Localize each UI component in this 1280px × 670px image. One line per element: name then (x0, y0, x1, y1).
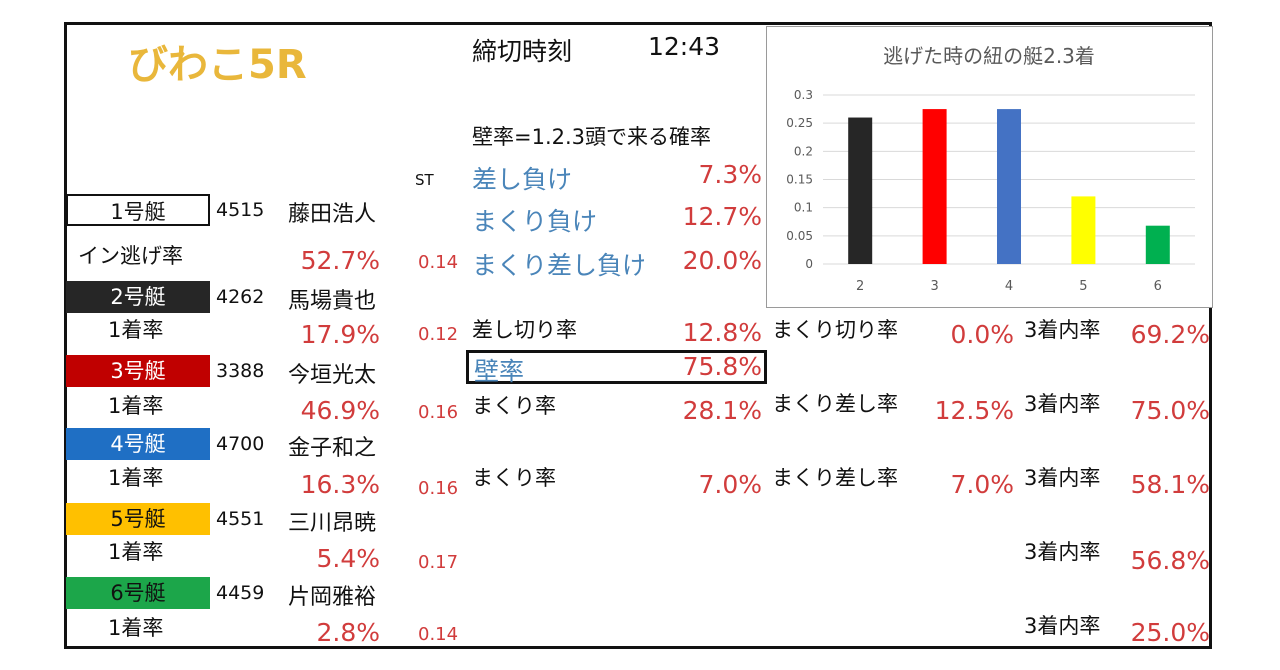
y-tick-label: 0.2 (794, 144, 813, 158)
racer-reg-number: 3388 (216, 360, 265, 382)
makuri-kiri-rate-label: まくり切り率 (772, 318, 898, 342)
y-tick-label: 0.15 (786, 173, 813, 187)
win-rate-value: 2.8% (316, 618, 380, 647)
racer-reg-number: 4262 (216, 286, 265, 308)
makuri-sashi-rate-value: 12.5% (934, 396, 1014, 425)
race-title: びわこ5R (128, 42, 307, 88)
top3-rate-label: 3着内率 (1024, 466, 1101, 490)
boat-4-label: 4号艇 (66, 428, 210, 460)
racer-name: 藤田浩人 (288, 202, 377, 227)
win-rate-label: 1着率 (108, 616, 164, 640)
wall-row-label: 差し負け (472, 165, 573, 194)
wall-row-value: 12.7% (682, 202, 762, 231)
chart-title: 逃げた時の紐の艇2.3着 (883, 44, 1095, 68)
x-tick-label: 2 (856, 279, 864, 294)
x-tick-label: 5 (1079, 279, 1087, 294)
racer-name: 今垣光太 (288, 363, 377, 388)
wall-rate-label: 壁率 (474, 357, 525, 386)
racer-reg-number: 4515 (216, 199, 265, 221)
makuri-sashi-rate-value: 7.0% (950, 470, 1014, 499)
top3-rate-label: 3着内率 (1024, 614, 1101, 638)
wall-row-value: 20.0% (682, 246, 762, 275)
top3-rate-value: 25.0% (1130, 618, 1210, 647)
bar-boat-6 (1145, 225, 1170, 264)
start-timing: 0.17 (418, 552, 459, 573)
bar-chart: 逃げた時の紐の艇2.3着 0 0.05 0.1 0.15 0.2 0.25 0.3 2 3 4 5 6 (786, 44, 1195, 294)
win-rate-label: 1着率 (108, 466, 164, 490)
y-tick-label: 0.25 (786, 116, 813, 130)
top3-rate-label: 3着内率 (1024, 392, 1101, 416)
bar-boat-3 (922, 109, 947, 264)
deadline-label: 締切時刻 (472, 37, 573, 66)
racer-name: 三川昂暁 (288, 511, 377, 536)
top3-rate-value: 69.2% (1130, 320, 1210, 349)
makuri-sashi-rate-label: まくり差し率 (772, 392, 898, 416)
deadline-time: 12:43 (648, 32, 721, 61)
x-tick-label: 4 (1005, 279, 1013, 294)
win-rate-label: 1着率 (108, 394, 164, 418)
bar-boat-2 (848, 117, 873, 265)
top3-rate-value: 58.1% (1130, 470, 1210, 499)
y-tick-label: 0 (805, 257, 813, 271)
racer-reg-number: 4551 (216, 508, 265, 530)
wall-heading: 壁率=1.2.3頭で来る確率 (472, 125, 712, 149)
top3-rate-label: 3着内率 (1024, 318, 1101, 342)
y-tick-label: 0.3 (794, 88, 813, 102)
st-header: ST (415, 171, 434, 189)
wall-rate-box (466, 350, 767, 384)
racer-name: 金子和之 (288, 436, 377, 461)
x-tick-label: 3 (930, 279, 938, 294)
boat-3-label: 3号艇 (66, 355, 210, 387)
boat-5-label: 5号艇 (66, 503, 210, 535)
win-rate-value: 5.4% (316, 544, 380, 573)
racer-reg-number: 4459 (216, 582, 265, 604)
racer-reg-number: 4700 (216, 433, 265, 455)
y-tick-label: 0.05 (786, 229, 813, 243)
win-rate-value: 16.3% (300, 470, 380, 499)
boat-1-label: 1号艇 (66, 194, 210, 226)
in-escape-rate-label: イン逃げ率 (78, 244, 183, 268)
win-rate-label: 1着率 (108, 540, 164, 564)
start-timing: 0.14 (418, 252, 459, 273)
x-tick-label: 6 (1154, 279, 1162, 294)
wall-row-value: 7.3% (698, 160, 762, 189)
top3-rate-value: 56.8% (1130, 546, 1210, 575)
bar-chart-panel: 逃げた時の紐の艇2.3着 0 0.05 0.1 0.15 0.2 0.25 0.3 2 3 4 5 6 (766, 26, 1213, 308)
start-timing: 0.16 (418, 402, 459, 423)
win-rate-label: 1着率 (108, 318, 164, 342)
makuri-sashi-rate-label: まくり差し率 (772, 466, 898, 490)
bar-boat-4 (997, 109, 1021, 264)
top3-rate-label: 3着内率 (1024, 540, 1101, 564)
makuri-rate-label: まくり率 (472, 394, 556, 418)
sashi-kiri-rate-label: 差し切り率 (472, 318, 577, 342)
start-timing: 0.12 (418, 324, 459, 345)
start-timing: 0.16 (418, 478, 459, 499)
makuri-rate-value: 7.0% (698, 470, 762, 499)
makuri-rate-label: まくり率 (472, 466, 556, 490)
boat-6-label: 6号艇 (66, 577, 210, 609)
sashi-kiri-rate-value: 12.8% (682, 318, 762, 347)
makuri-rate-value: 28.1% (682, 396, 762, 425)
wall-row-label: まくり負け (472, 207, 598, 236)
top3-rate-value: 75.0% (1130, 396, 1210, 425)
in-escape-rate-value: 52.7% (300, 246, 380, 275)
racer-name: 片岡雅裕 (288, 585, 377, 610)
y-tick-label: 0.1 (794, 201, 813, 215)
makuri-kiri-rate-value: 0.0% (950, 320, 1014, 349)
bar-boat-5 (1071, 196, 1096, 264)
win-rate-value: 17.9% (300, 320, 380, 349)
boat-2-label: 2号艇 (66, 281, 210, 313)
wall-row-label: まくり差し負け (472, 251, 644, 280)
wall-rate-value: 75.8% (682, 352, 762, 381)
racer-name: 馬場貴也 (288, 289, 377, 314)
board-frame (64, 22, 1212, 649)
win-rate-value: 46.9% (300, 396, 380, 425)
start-timing: 0.14 (418, 624, 459, 645)
